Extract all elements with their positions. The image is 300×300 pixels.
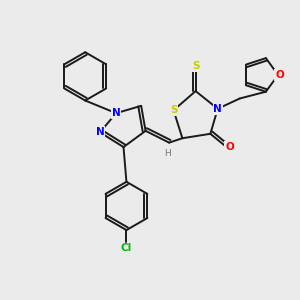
Text: H: H — [164, 149, 171, 158]
Text: O: O — [225, 142, 234, 152]
Text: Cl: Cl — [121, 243, 132, 253]
Text: N: N — [112, 108, 121, 118]
Text: S: S — [170, 105, 177, 115]
Text: N: N — [213, 104, 222, 114]
Text: N: N — [96, 127, 104, 137]
Text: O: O — [275, 70, 284, 80]
Text: S: S — [192, 61, 200, 71]
